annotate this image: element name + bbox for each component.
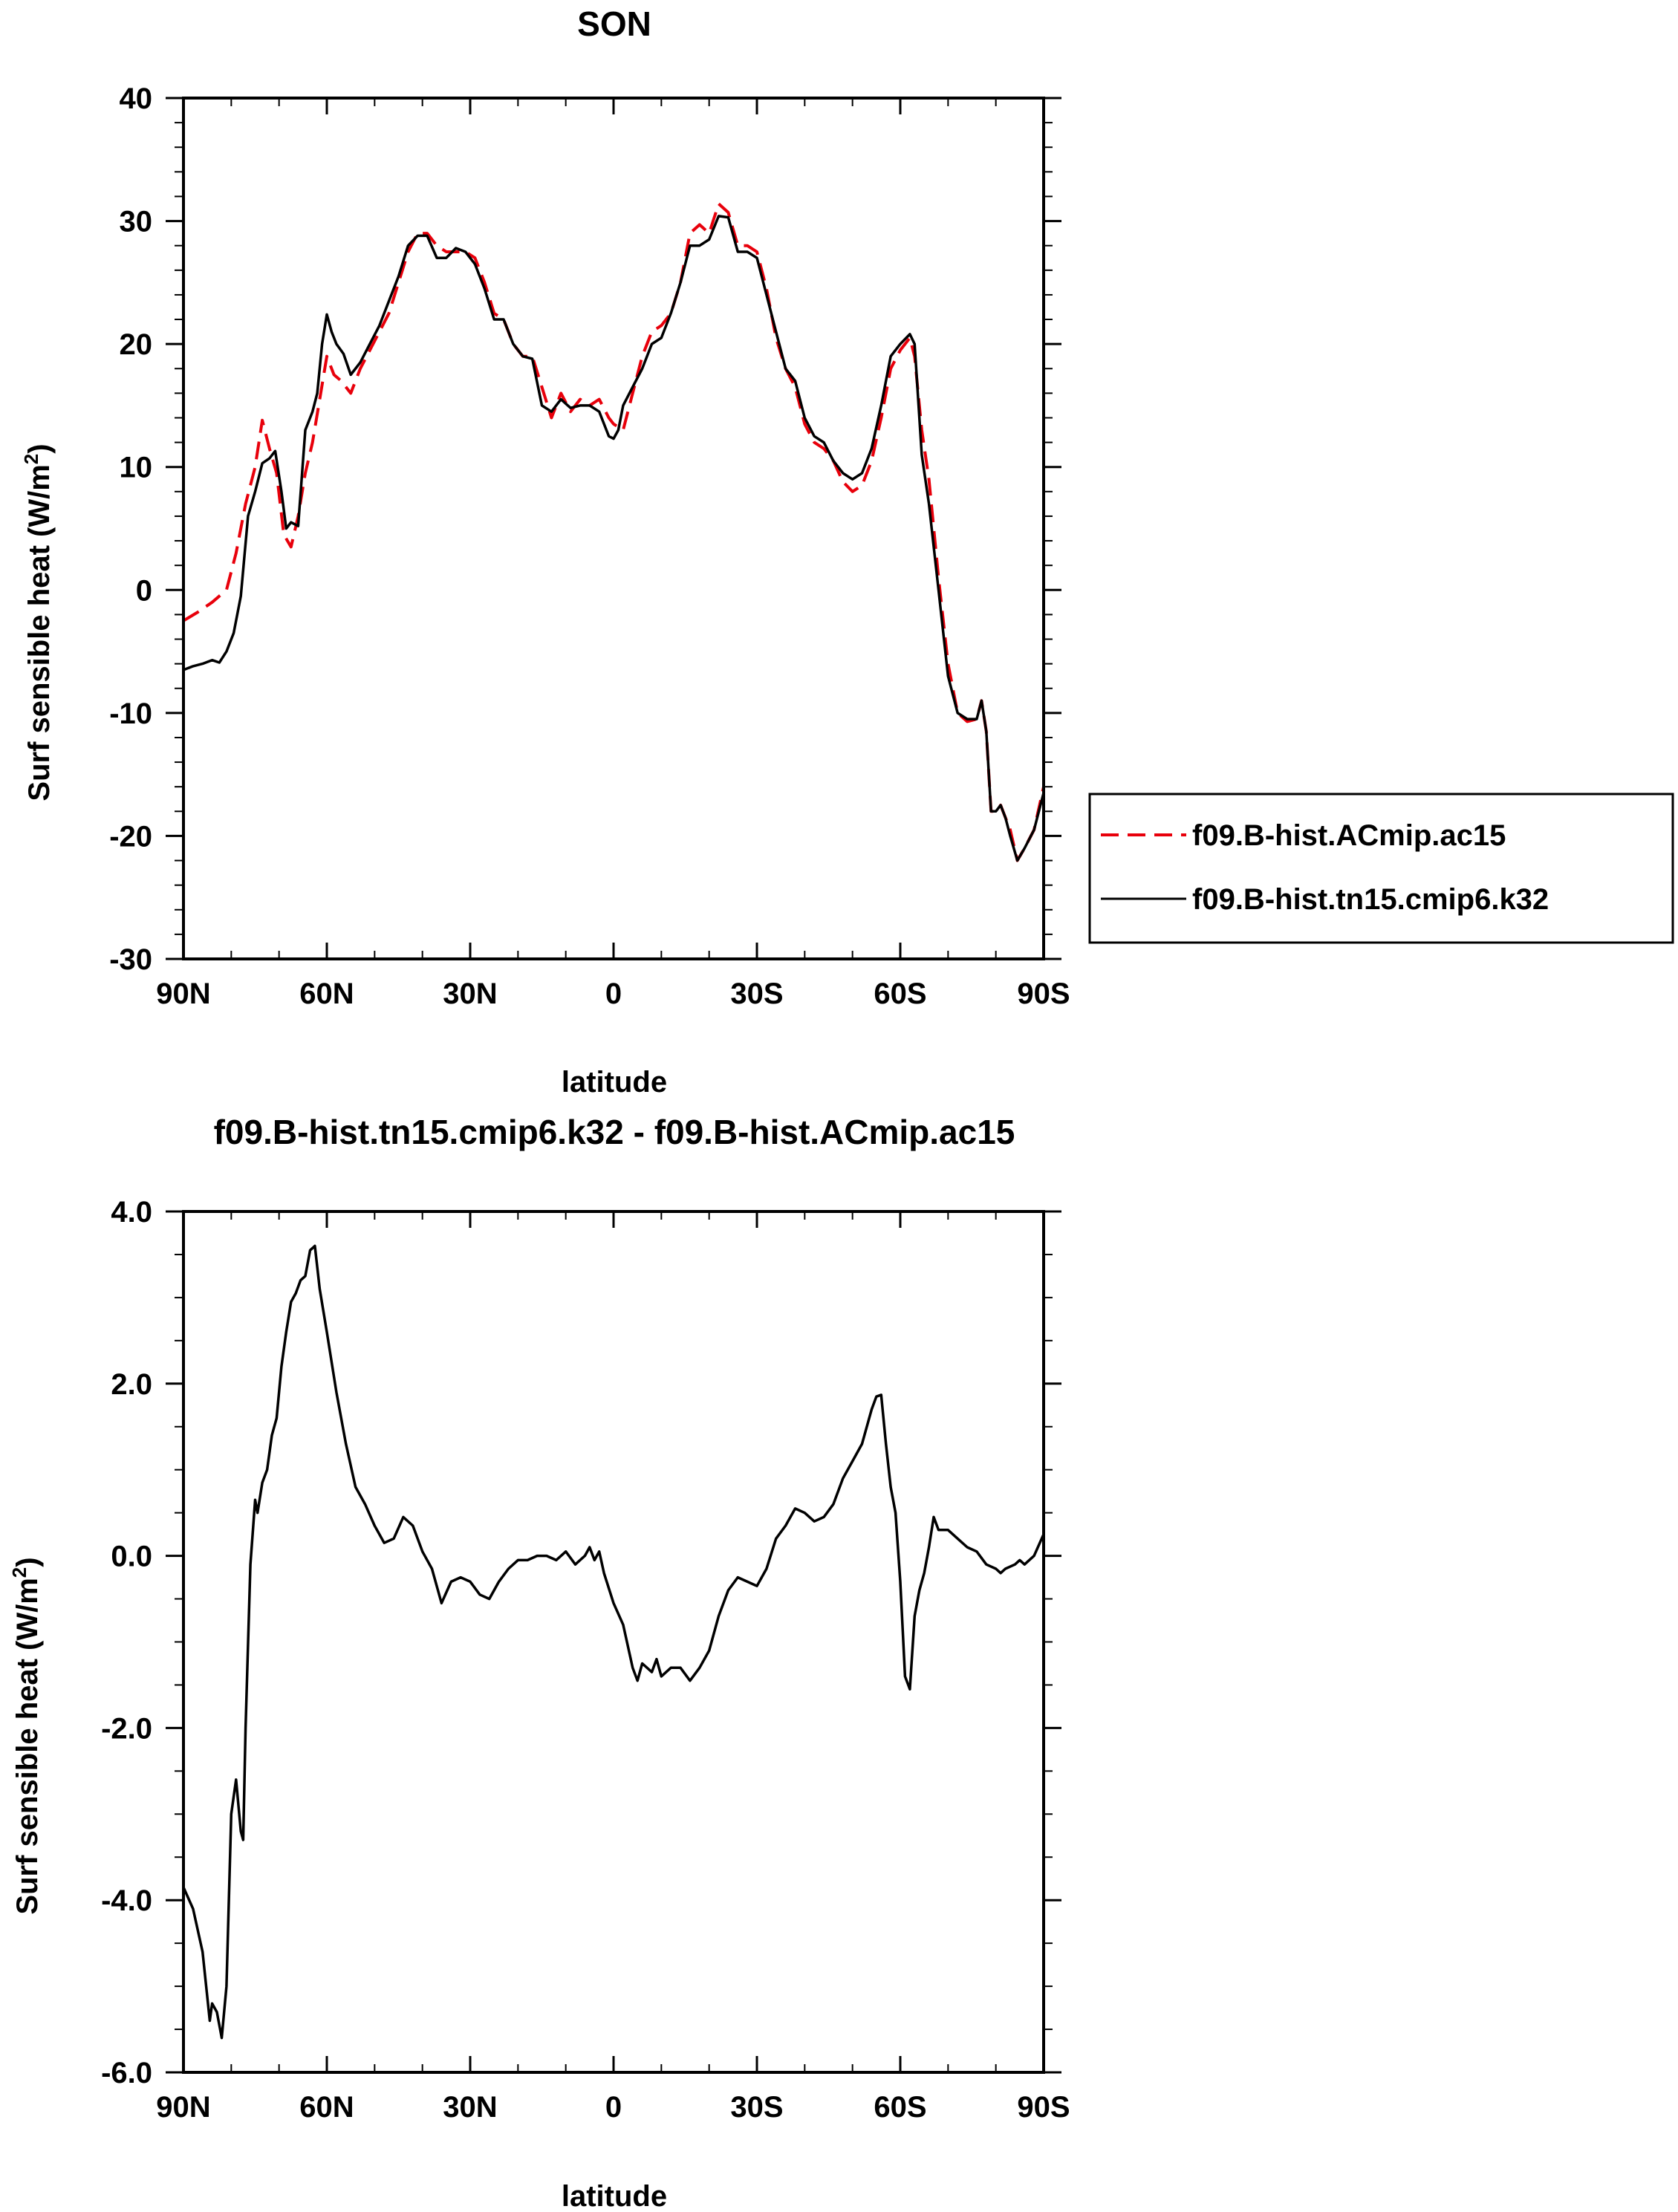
y-tick-label: -2.0	[101, 1712, 152, 1745]
x-tick-label: 30S	[730, 977, 783, 1010]
y-tick-label: 0	[136, 574, 152, 607]
top-chart-series	[182, 202, 1045, 862]
x-tick-label: 60N	[299, 977, 354, 1010]
x-tick-label: 60S	[874, 2091, 926, 2124]
x-tick-label: 30S	[730, 2091, 783, 2124]
top-chart-panel: SON 90N 60N 30N 0 30S 60S 90S -30 -20 -10 0 10 20 30 4…	[20, 4, 1674, 1099]
y-tick-label: 20	[120, 328, 153, 361]
top-chart-ticks	[166, 97, 1061, 960]
y-tick-label: 30	[120, 206, 153, 238]
y-tick-label: 4.0	[111, 1196, 152, 1229]
top-chart-title: SON	[577, 4, 651, 43]
top-chart-xlabel: latitude	[562, 1066, 667, 1099]
x-tick-label: 30N	[443, 2091, 497, 2124]
y-tick-label: -4.0	[101, 1884, 152, 1917]
x-tick-label: 60S	[874, 977, 926, 1010]
legend-box	[1088, 793, 1674, 944]
bottom-chart-xlabel: latitude	[562, 2180, 667, 2212]
x-tick-label: 60N	[299, 2091, 354, 2124]
x-tick-label: 90N	[156, 977, 210, 1010]
y-tick-label: -20	[109, 820, 152, 853]
bottom-chart-tick-labels: 90N 60N 30N 0 30S 60S 90S -6.0 -4.0 -2.0 0.0 2.0 4.0	[101, 1196, 1070, 2124]
bottom-chart-frame	[182, 1210, 1045, 2074]
legend-entry-k32: f09.B-hist.tn15.cmip6.k32	[1192, 883, 1549, 916]
legend-entry-ac15: f09.B-hist.ACmip.ac15	[1192, 819, 1506, 852]
x-tick-label: 90S	[1017, 977, 1070, 1010]
bottom-chart-title: f09.B-hist.tn15.cmip6.k32 - f09.B-hist.A…	[214, 1113, 1015, 1151]
y-tick-label: 0.0	[111, 1541, 152, 1573]
y-tick-label: -10	[109, 697, 152, 730]
y-tick-label: 10	[120, 452, 153, 484]
x-tick-label: 90N	[156, 2091, 210, 2124]
y-tick-label: 2.0	[111, 1368, 152, 1401]
series-line-k32	[183, 215, 1045, 862]
top-chart-legend: f09.B-hist.ACmip.ac15 f09.B-hist.tn15.cm…	[1088, 793, 1674, 944]
bottom-chart-ylabel: Surf sensible heat (W/m2)	[8, 1557, 44, 1914]
y-tick-label: -30	[109, 943, 152, 976]
top-chart-frame	[182, 97, 1045, 960]
bottom-chart-series	[182, 1244, 1045, 2040]
x-tick-label: 0	[605, 977, 622, 1010]
y-tick-label: -6.0	[101, 2057, 152, 2089]
series-line-difference	[182, 1244, 1045, 2040]
x-tick-label: 30N	[443, 977, 497, 1010]
top-chart-ylabel: Surf sensible heat (W/m2)	[20, 443, 56, 801]
bottom-chart-panel: f09.B-hist.tn15.cmip6.k32 - f09.B-hist.A…	[8, 1113, 1070, 2212]
top-chart-tick-labels: 90N 60N 30N 0 30S 60S 90S -30 -20 -10 0 10 20 30 40	[109, 82, 1070, 1010]
y-tick-label: 40	[120, 82, 153, 115]
x-tick-label: 90S	[1017, 2091, 1070, 2124]
x-tick-label: 0	[605, 2091, 622, 2124]
